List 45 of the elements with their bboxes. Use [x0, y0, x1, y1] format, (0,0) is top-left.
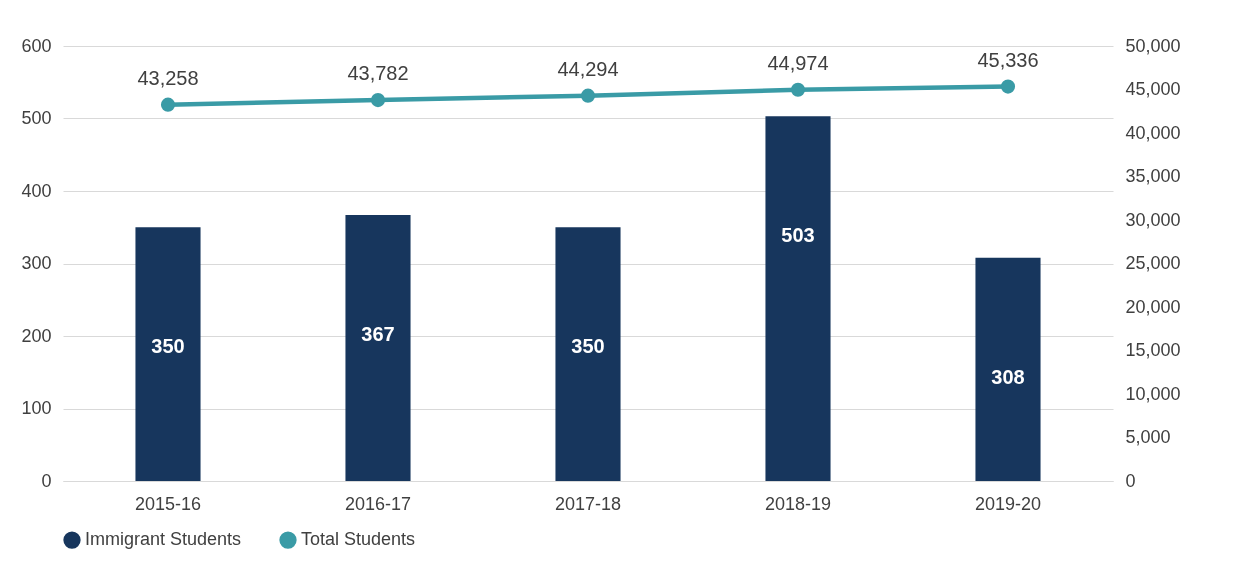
y2-tick-label: 20,000	[1125, 296, 1181, 317]
y2-tick-label: 10,000	[1125, 383, 1181, 404]
point	[1000, 79, 1016, 94]
x-tick-label: 2019-20	[974, 493, 1042, 514]
y2-tick-label: 15,000	[1125, 340, 1181, 360]
legend-label: Immigrant Students	[85, 529, 242, 550]
data-label: 350	[151, 335, 185, 358]
data-label: 45,336	[977, 48, 1039, 71]
x-tick-label: 2018-19	[764, 493, 832, 514]
y2-tick-label: 35,000	[1125, 166, 1181, 186]
bar	[555, 227, 621, 481]
y-tick-label: 400	[21, 180, 52, 201]
data-label: 43,258	[137, 66, 199, 89]
y2-tick-label: 5,000	[1125, 427, 1171, 447]
y2-tick-label: 0	[1125, 470, 1136, 491]
x-tick-label: 2016-17	[344, 493, 412, 514]
data-label: 44,974	[767, 51, 829, 74]
legend-label: Total Students	[301, 529, 416, 550]
y-tick-label: 300	[21, 253, 52, 273]
data-label: 44,294	[557, 57, 619, 80]
y2-tick-label: 30,000	[1125, 209, 1181, 230]
bar	[135, 227, 201, 481]
x-tick-label: 2015-16	[134, 493, 202, 514]
y2-tick-label: 45,000	[1125, 79, 1181, 99]
y-tick-label: 500	[21, 108, 52, 128]
y-tick-label: 100	[21, 398, 52, 418]
point	[370, 93, 386, 108]
bar	[975, 257, 1041, 481]
bar	[345, 214, 411, 481]
data-label: 350	[571, 335, 605, 358]
data-label: 367	[361, 322, 395, 345]
y2-tick-label: 50,000	[1125, 35, 1181, 56]
y2-tick-label: 40,000	[1125, 122, 1181, 143]
y-tick-label: 600	[21, 35, 52, 56]
data-label: 308	[991, 365, 1025, 388]
data-label: 503	[781, 224, 815, 247]
point	[160, 97, 176, 112]
y-tick-label: 200	[21, 325, 52, 346]
y-tick-label: 0	[41, 470, 52, 491]
point	[790, 82, 806, 97]
bar	[765, 116, 831, 481]
y2-tick-label: 25,000	[1125, 253, 1181, 273]
x-tick-label: 2017-18	[554, 493, 622, 514]
point	[580, 88, 596, 103]
data-label: 43,782	[347, 62, 409, 85]
